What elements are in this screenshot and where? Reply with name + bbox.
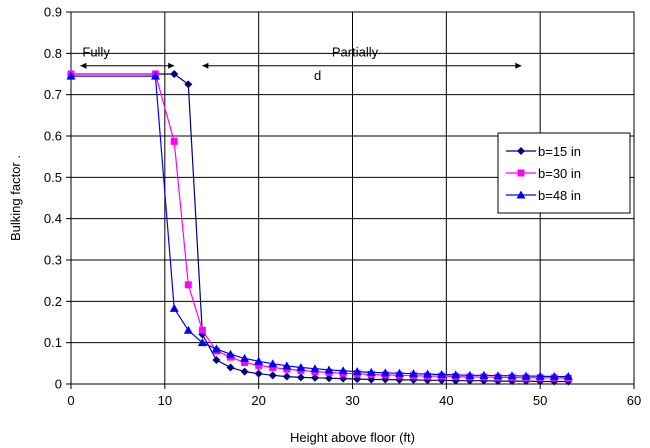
legend-item: b=15 in bbox=[506, 144, 581, 159]
data-point bbox=[169, 303, 179, 312]
data-point bbox=[269, 363, 277, 371]
data-point bbox=[516, 190, 526, 199]
data-point bbox=[423, 369, 433, 378]
data-point bbox=[394, 368, 404, 377]
data-point bbox=[507, 371, 517, 380]
arrow-head bbox=[80, 62, 87, 69]
legend-label: b=30 in bbox=[538, 166, 581, 181]
data-point bbox=[268, 371, 277, 380]
data-point bbox=[310, 373, 319, 382]
data-point bbox=[517, 169, 525, 177]
data-point bbox=[170, 137, 178, 145]
arrow-head bbox=[202, 62, 209, 69]
data-point bbox=[184, 281, 192, 289]
y-tick-label: 0.8 bbox=[44, 46, 62, 61]
y-tick-label: 0.3 bbox=[44, 253, 62, 268]
axis-ticks: 0 10 20 30 40 50 60 0 0.1 0.2 0.3 0.4 0.5 0.6 0.7 0.8 0.… bbox=[44, 5, 641, 409]
y-tick-label: 0.5 bbox=[44, 170, 62, 185]
data-point bbox=[226, 363, 235, 372]
data-point bbox=[170, 70, 179, 78]
data-point bbox=[226, 349, 236, 358]
data-point bbox=[282, 372, 291, 381]
y-tick-label: 0.6 bbox=[44, 129, 62, 144]
y-tick-label: 0.1 bbox=[44, 335, 62, 350]
data-point bbox=[479, 370, 489, 379]
x-tick-label: 60 bbox=[627, 393, 641, 408]
data-point bbox=[240, 353, 250, 362]
data-point bbox=[255, 361, 263, 369]
legend-item: b=30 in bbox=[506, 166, 581, 181]
data-point bbox=[254, 369, 263, 378]
data-point bbox=[521, 371, 531, 380]
y-tick-label: 0.9 bbox=[44, 5, 62, 20]
arrow-head bbox=[168, 62, 175, 69]
x-tick-label: 20 bbox=[251, 393, 265, 408]
x-axis-title: Height above floor (ft) bbox=[290, 430, 415, 445]
annotations: Fully Partially d bbox=[80, 45, 522, 83]
data-point bbox=[325, 374, 334, 383]
y-tick-label: 0.4 bbox=[44, 211, 62, 226]
data-point bbox=[254, 356, 264, 365]
y-tick-label: 0.7 bbox=[44, 87, 62, 102]
series-b-48-in bbox=[66, 71, 573, 381]
data-point bbox=[66, 71, 76, 80]
data-point bbox=[338, 366, 348, 375]
x-tick-label: 0 bbox=[67, 393, 74, 408]
data-point bbox=[268, 359, 278, 368]
annotation-label: Partially bbox=[332, 45, 379, 60]
annotation-label: d bbox=[314, 68, 321, 83]
y-axis-title: Bulking factor . bbox=[8, 155, 23, 241]
data-point bbox=[198, 326, 206, 334]
x-tick-label: 40 bbox=[439, 393, 453, 408]
data-point bbox=[212, 356, 221, 365]
data-point bbox=[197, 338, 207, 347]
data-point bbox=[408, 369, 418, 378]
data-point bbox=[517, 147, 525, 155]
data-point bbox=[437, 369, 447, 378]
data-point bbox=[241, 359, 249, 367]
data-point bbox=[493, 371, 503, 380]
x-tick-label: 50 bbox=[533, 393, 547, 408]
x-tick-label: 10 bbox=[158, 393, 172, 408]
data-point bbox=[563, 372, 573, 381]
series-layer bbox=[66, 70, 573, 386]
legend-item: b=48 in bbox=[506, 188, 581, 203]
data-point bbox=[150, 71, 160, 80]
data-point bbox=[451, 370, 461, 379]
legend: b=15 in b=30 in b=48 in bbox=[497, 132, 631, 214]
data-point bbox=[380, 368, 390, 377]
data-point bbox=[366, 367, 376, 376]
annotation-label: Fully bbox=[82, 45, 110, 60]
y-tick-label: 0.2 bbox=[44, 294, 62, 309]
data-point bbox=[535, 371, 545, 380]
data-point bbox=[296, 373, 305, 382]
data-point bbox=[310, 364, 320, 373]
y-tick-label: 0 bbox=[55, 377, 62, 392]
legend-label: b=15 in bbox=[538, 144, 581, 159]
data-point bbox=[352, 367, 362, 376]
legend-label: b=48 in bbox=[538, 188, 581, 203]
data-point bbox=[296, 362, 306, 371]
arrow-head bbox=[515, 62, 522, 69]
data-point bbox=[324, 365, 334, 374]
data-point bbox=[549, 372, 559, 381]
data-point bbox=[465, 370, 475, 379]
x-tick-label: 30 bbox=[345, 393, 359, 408]
data-point bbox=[183, 325, 193, 334]
data-point bbox=[184, 80, 193, 89]
data-point bbox=[211, 344, 221, 353]
data-point bbox=[282, 361, 292, 370]
data-point bbox=[240, 367, 249, 376]
